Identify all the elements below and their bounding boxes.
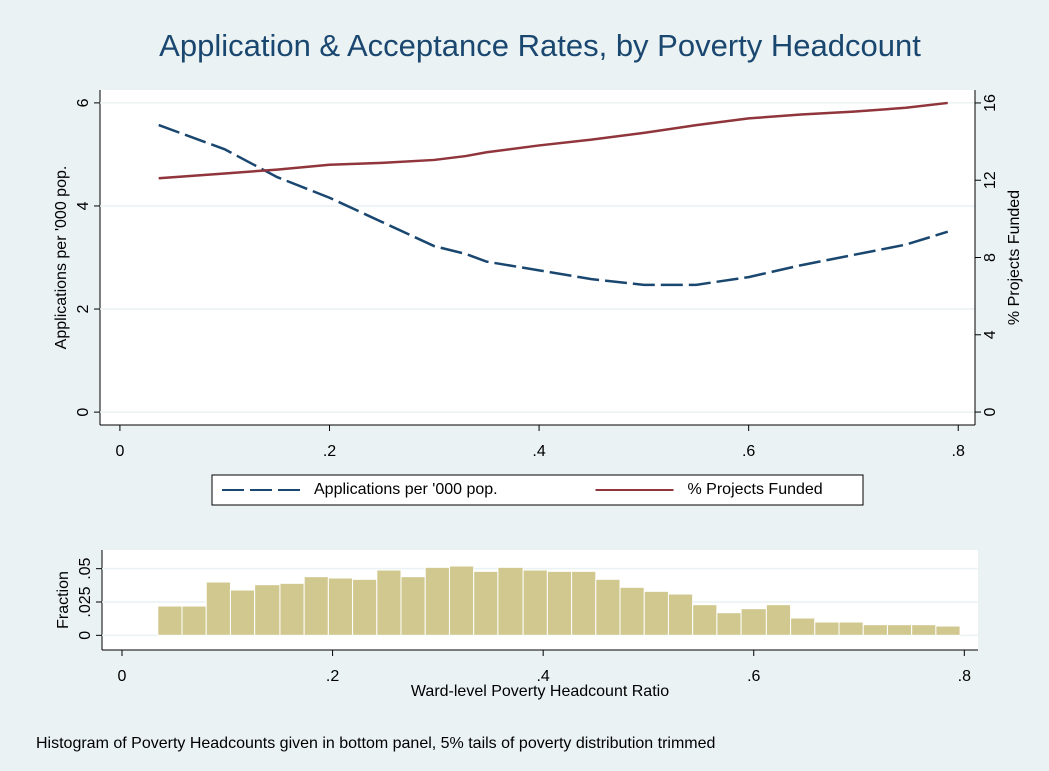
histogram-bar [838, 621, 864, 636]
y2-tick-label: 16 [982, 94, 999, 112]
x-tick-label: .8 [952, 443, 965, 460]
x-tick-label: .2 [326, 668, 339, 685]
histogram-bar [157, 605, 183, 636]
x-tick-label: .4 [536, 668, 549, 685]
x-tick-label: 0 [118, 668, 127, 685]
y2-tick-label: 4 [982, 330, 999, 339]
histogram-bar [546, 570, 573, 636]
y2-tick-label: 12 [982, 171, 999, 189]
histogram-bar [571, 570, 597, 636]
x-tick-label: .6 [747, 668, 760, 685]
histogram-bar [667, 593, 694, 636]
y2-tick-label: 0 [982, 408, 999, 417]
note: Histogram of Poverty Headcounts given in… [36, 735, 715, 752]
legend-box [211, 474, 864, 506]
histogram-bar [862, 624, 888, 636]
x-tick-label: 0 [115, 443, 124, 460]
y-tick-label: 6 [75, 98, 92, 107]
y-tick-label: .025 [77, 586, 94, 617]
y-axis-label: Fraction [55, 571, 72, 629]
histogram-bar [303, 576, 329, 636]
histogram-bar [497, 566, 524, 636]
chart-title: Application & Acceptance Rates, by Pover… [159, 28, 921, 63]
x-tick-label: .2 [323, 443, 336, 460]
y-axis-label: Applications per '000 pop. [53, 166, 70, 350]
histogram-bar [279, 582, 305, 636]
histogram-bar [814, 621, 840, 636]
x-axis-label: Ward-level Poverty Headcount Ratio [411, 683, 669, 700]
histogram-bar [181, 605, 207, 636]
histogram-bar [692, 604, 718, 636]
histogram-bar [327, 577, 354, 636]
y-tick-label: 0 [77, 631, 94, 640]
histogram-bar [911, 624, 937, 636]
series-line [158, 123, 949, 287]
histogram-bar [790, 617, 816, 636]
histogram-bar [229, 589, 256, 636]
histogram-bar [740, 608, 767, 636]
x-tick-label: .6 [742, 443, 755, 460]
histogram-bar [595, 578, 621, 636]
histogram-bar [643, 590, 669, 636]
histogram-bar [522, 569, 548, 636]
histogram-bar [448, 565, 475, 636]
histogram-bar [400, 576, 426, 636]
histogram-bar [376, 569, 402, 636]
histogram-bar [619, 586, 645, 636]
histogram-bar [886, 624, 913, 636]
series-line [158, 101, 948, 180]
legend-label: Applications per '000 pop. [314, 481, 498, 498]
histogram-bar [473, 570, 499, 636]
y-tick-label: 2 [75, 304, 92, 313]
histogram-bar [352, 578, 378, 636]
x-tick-label: .8 [958, 668, 971, 685]
histogram-bar [205, 581, 231, 636]
x-tick-label: .4 [532, 443, 545, 460]
histogram-bar [716, 612, 742, 636]
histogram-bar [935, 625, 961, 636]
y-tick-label: 0 [75, 408, 92, 417]
y2-axis-label: % Projects Funded [1006, 190, 1023, 325]
y2-tick-label: 8 [982, 253, 999, 262]
histogram-bar [424, 566, 450, 636]
legend-label: % Projects Funded [688, 481, 823, 498]
histogram-bar [765, 604, 792, 636]
y-tick-label: 4 [75, 201, 92, 210]
y-tick-label: .05 [77, 557, 94, 579]
histogram-bar [254, 584, 281, 636]
